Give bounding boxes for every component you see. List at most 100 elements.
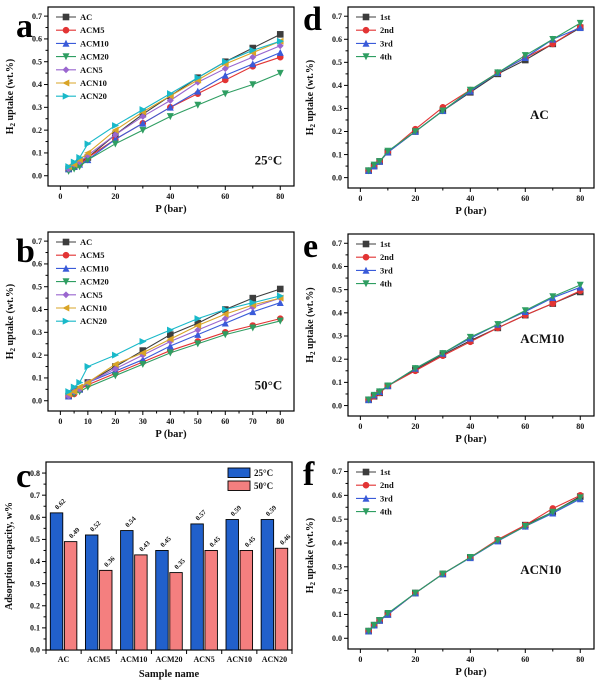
svg-text:0.1: 0.1 [32, 149, 42, 158]
svg-text:0.5: 0.5 [332, 58, 342, 67]
svg-text:25°C: 25°C [254, 468, 273, 478]
svg-text:0.1: 0.1 [332, 378, 342, 387]
svg-text:0.1: 0.1 [332, 150, 342, 159]
svg-text:0.1: 0.1 [30, 624, 40, 633]
svg-text:0.6: 0.6 [30, 513, 40, 522]
x-axis-label: P (bar) [455, 434, 487, 445]
x-axis-label: P (bar) [155, 204, 187, 215]
svg-text:ACN10: ACN10 [80, 78, 107, 88]
svg-text:60: 60 [521, 655, 529, 664]
svg-text:80: 80 [276, 192, 284, 201]
svg-text:0.49: 0.49 [68, 526, 82, 540]
panel-b: b 0 10 20 30 40 50 60 70 80 0.0 0.1 0.2 0.3 0.4 0.5 0.6… [0, 225, 300, 450]
svg-text:0.46: 0.46 [279, 533, 293, 547]
svg-text:0: 0 [58, 417, 62, 426]
svg-text:2nd: 2nd [380, 252, 394, 262]
svg-text:ACN5: ACN5 [193, 655, 214, 664]
svg-text:0.6: 0.6 [332, 491, 342, 500]
svg-text:20: 20 [111, 192, 119, 201]
legend: AC ACM5 ACM10 ACM20 ACN5 ACN10 ACN20 [56, 237, 109, 326]
svg-text:0.5: 0.5 [332, 515, 342, 524]
svg-text:1st: 1st [380, 239, 391, 249]
panel-d: d 0 20 40 60 80 0.0 0.1 0.2 0.3 0.4 0.5 0.6 0.7 P (ba… [300, 0, 600, 227]
y-axis-label: H2 uptake (wt.%) [5, 59, 17, 134]
svg-text:ACM20: ACM20 [80, 277, 109, 287]
svg-text:ACM5: ACM5 [87, 655, 110, 664]
panel-e-letter: e [303, 228, 319, 265]
panel-f-letter: f [303, 456, 315, 493]
svg-text:ACN20: ACN20 [80, 316, 107, 326]
svg-text:1st: 1st [380, 467, 391, 477]
panel-b-chart-50c: 0 10 20 30 40 50 60 70 80 0.0 0.1 0.2 0.3 0.4 0.5 0.6 0.… [5, 231, 295, 440]
svg-text:0.2: 0.2 [32, 351, 42, 360]
svg-text:0.59: 0.59 [230, 504, 244, 518]
svg-text:ACN10: ACN10 [80, 303, 107, 313]
svg-text:0.36: 0.36 [103, 555, 117, 569]
svg-text:0.5: 0.5 [32, 282, 42, 291]
svg-text:ACM5: ACM5 [80, 25, 105, 35]
svg-text:0: 0 [358, 194, 362, 203]
panel-c-letter: c [16, 458, 32, 495]
svg-text:0.6: 0.6 [32, 260, 42, 269]
panel-b-letter: b [16, 233, 35, 270]
svg-text:1st: 1st [380, 12, 391, 22]
legend: AC ACM5 ACM10 ACM20 ACN5 ACN10 ACN20 [56, 12, 109, 101]
svg-text:4th: 4th [380, 52, 392, 62]
panel-annotation: 50°C [255, 378, 283, 393]
svg-text:ACN10: ACN10 [227, 655, 252, 664]
svg-text:3rd: 3rd [380, 493, 393, 503]
panel-annotation: ACM10 [520, 331, 564, 346]
svg-text:40: 40 [166, 192, 174, 201]
legend: 25°C 50°C [227, 467, 273, 491]
svg-text:3rd: 3rd [380, 38, 393, 48]
svg-text:0.45: 0.45 [244, 535, 258, 549]
svg-text:0.8: 0.8 [30, 469, 40, 478]
svg-text:ACM5: ACM5 [80, 250, 105, 260]
panel-e: e 0 20 40 60 80 0.0 0.1 0.2 0.3 0.4 0.5 0.6 0.7 P (ba… [300, 227, 600, 455]
svg-text:0.2: 0.2 [30, 601, 40, 610]
y-axis-label: Adsorption capacity, w% [4, 502, 15, 610]
svg-text:0.3: 0.3 [30, 579, 40, 588]
panel-annotation: ACN10 [520, 562, 561, 577]
panel-a-chart-25c: 0 20 40 60 80 0.0 0.1 0.2 0.3 0.4 0.5 0.6 0.7 P (bar)… [5, 6, 295, 215]
x-axis-label: P (bar) [455, 667, 487, 678]
x-axis-label: P (bar) [455, 206, 487, 217]
svg-text:30: 30 [139, 417, 147, 426]
svg-text:ACN5: ACN5 [80, 290, 103, 300]
panel-annotation: AC [530, 107, 549, 122]
svg-text:0.7: 0.7 [332, 12, 342, 21]
svg-text:0.0: 0.0 [32, 171, 42, 180]
svg-text:4th: 4th [380, 507, 392, 517]
svg-text:0.4: 0.4 [332, 539, 342, 548]
svg-text:50: 50 [194, 417, 202, 426]
svg-text:0.7: 0.7 [32, 237, 42, 246]
svg-text:20: 20 [411, 655, 419, 664]
svg-text:4th: 4th [380, 279, 392, 289]
svg-text:0.0: 0.0 [332, 634, 342, 643]
svg-text:0.3: 0.3 [32, 103, 42, 112]
svg-text:0.0: 0.0 [332, 173, 342, 182]
svg-text:80: 80 [576, 422, 584, 431]
svg-text:0.7: 0.7 [32, 12, 42, 21]
y-axis-label: H2 uptake (wt.%) [305, 60, 317, 135]
svg-text:0.5: 0.5 [32, 57, 42, 66]
svg-text:0.3: 0.3 [332, 563, 342, 572]
svg-text:0.2: 0.2 [332, 127, 342, 136]
svg-text:20: 20 [411, 422, 419, 431]
panel-c-bar-chart: 0.0 0.1 0.2 0.3 0.4 0.5 0.6 0.7 0.8 AC 0.62 0.49 ACM… [4, 461, 293, 680]
svg-text:40: 40 [166, 417, 174, 426]
panel-a-letter: a [16, 8, 33, 45]
svg-text:0: 0 [358, 655, 362, 664]
svg-text:20: 20 [411, 194, 419, 203]
svg-text:80: 80 [276, 417, 284, 426]
svg-text:0.6: 0.6 [32, 35, 42, 44]
svg-text:ACM10: ACM10 [80, 263, 109, 273]
svg-text:0.4: 0.4 [32, 80, 42, 89]
x-axis-label: Sample name [139, 669, 200, 680]
svg-text:0.5: 0.5 [30, 535, 40, 544]
panel-f: f 0 20 40 60 80 0.0 0.1 0.2 0.3 0.4 0.5 0.6 0.7 P (ba… [300, 455, 600, 688]
svg-text:ACN5: ACN5 [80, 65, 103, 75]
svg-text:80: 80 [576, 655, 584, 664]
legend: 1st 2nd 3rd 4th [356, 239, 394, 289]
